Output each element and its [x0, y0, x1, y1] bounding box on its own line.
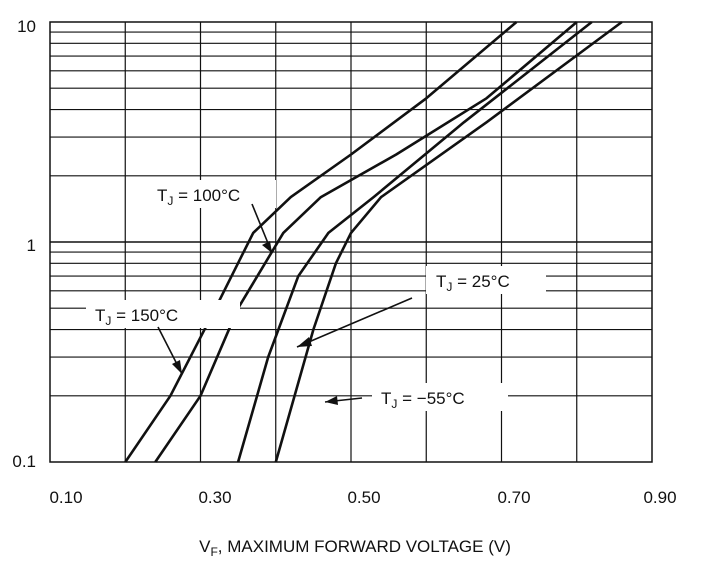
curves [124, 20, 623, 463]
curve-label-tj-150: TJ = 150°C [86, 300, 240, 328]
arrowhead-tj-minus-55 [325, 396, 338, 405]
callout-arrowheads [172, 241, 338, 405]
x-tick-label: 0.30 [198, 488, 231, 507]
arrowhead-tj-150 [172, 360, 182, 374]
x-tick-label: 0.10 [49, 488, 82, 507]
curve-label-tj-100: TJ = 100°C [148, 180, 276, 208]
series-line-2 [236, 20, 593, 463]
plot-frame [49, 21, 653, 463]
curve-label-tj-25: TJ = 25°C [426, 266, 546, 294]
arrowhead-tj-100 [262, 241, 272, 253]
curve-label-tj-minus-55: TJ = −55°C [372, 383, 508, 411]
curve-label-text: TJ = −55°C [381, 389, 465, 411]
grid [50, 22, 652, 462]
arrowhead-tj-25 [297, 337, 312, 347]
leader-tj-25 [296, 297, 413, 348]
x-axis-label: VF, MAXIMUM FORWARD VOLTAGE (V) [199, 537, 511, 559]
series-line-0 [124, 21, 518, 463]
y-tick-label: 10 [17, 17, 36, 36]
x-tick-label: 0.90 [643, 488, 676, 507]
curve-label-text: TJ = 100°C [157, 186, 240, 208]
x-tick-label: 0.50 [347, 488, 380, 507]
y-tick-label: 0.1 [12, 452, 36, 471]
y-tick-label: 1 [27, 236, 36, 255]
series-line-1 [154, 21, 578, 463]
curve-label-text: TJ = 150°C [95, 306, 178, 328]
curve-label-text: TJ = 25°C [436, 272, 510, 294]
x-tick-label: 0.70 [497, 488, 530, 507]
series-line-3 [274, 20, 623, 463]
